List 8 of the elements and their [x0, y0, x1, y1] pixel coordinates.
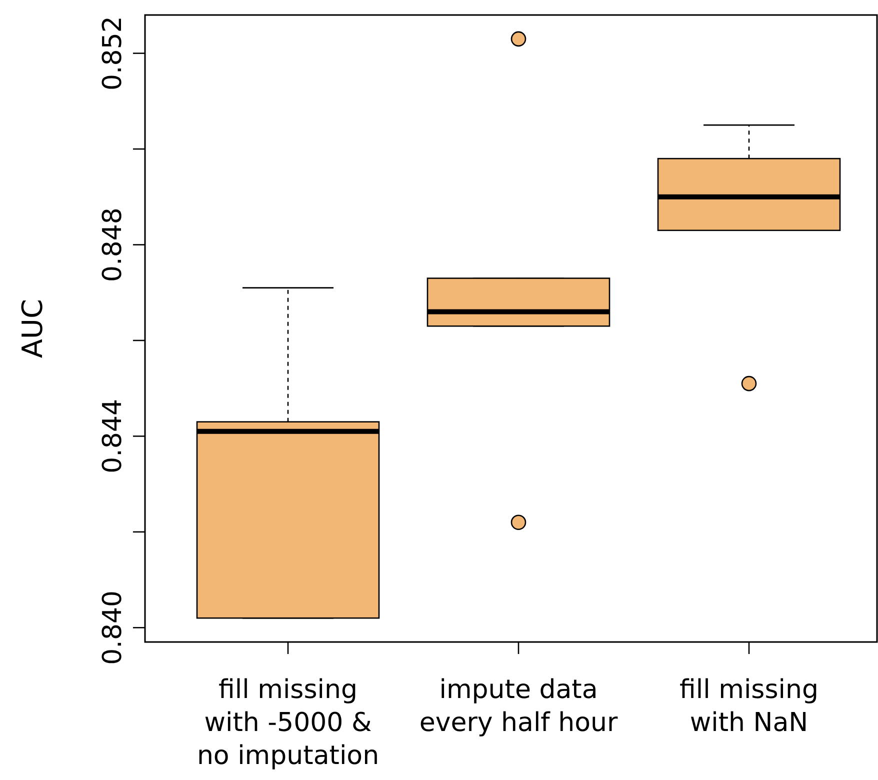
x-tick-label: fill missing with NaN: [680, 675, 818, 738]
x-tick-label: fill missing with -5000 & no imputation: [196, 675, 380, 771]
y-tick-label: 0.848: [98, 208, 128, 282]
y-axis-title: AUC: [16, 298, 49, 358]
y-tick-label: 0.844: [98, 398, 128, 474]
y-tick-label: 0.840: [98, 590, 128, 665]
y-tick-label: 0.852: [98, 16, 128, 91]
x-tick-label: impute data every half hour: [419, 675, 618, 738]
